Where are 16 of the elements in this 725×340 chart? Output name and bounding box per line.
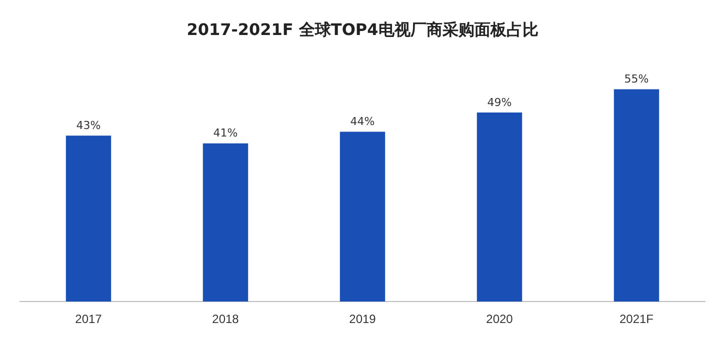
x-tick-label: 2018 <box>212 312 240 326</box>
data-label: 44% <box>350 115 375 128</box>
bar <box>614 89 660 302</box>
data-label: 49% <box>487 96 512 109</box>
data-label: 55% <box>624 72 649 86</box>
bar <box>66 136 112 302</box>
x-tick-label: 2020 <box>486 312 514 326</box>
data-label: 41% <box>213 126 238 140</box>
chart-title: 2017-2021F 全球TOP4电视厂商采购面板占比 <box>186 20 540 41</box>
data-label: 43% <box>76 118 101 132</box>
bar <box>340 132 386 302</box>
bar <box>202 143 248 302</box>
x-tick-label: 2021F <box>619 312 654 326</box>
x-tick-label: 2017 <box>75 312 102 326</box>
x-tick-label: 2019 <box>349 312 376 326</box>
bar <box>476 112 522 302</box>
